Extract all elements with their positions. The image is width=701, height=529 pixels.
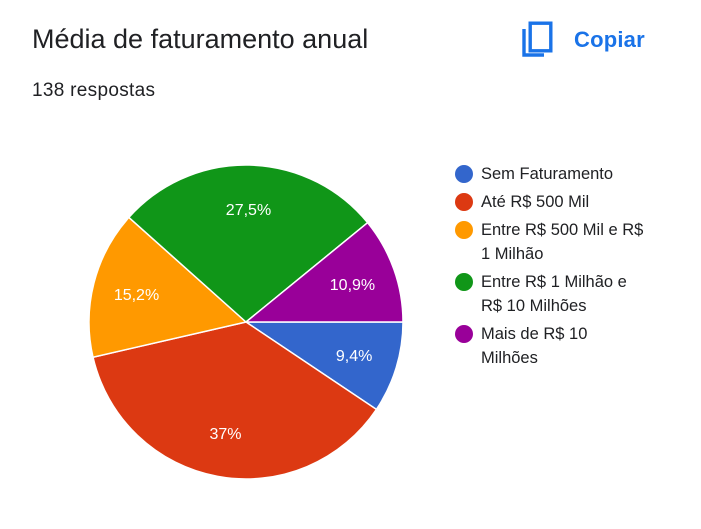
pie-slice (88, 216, 248, 359)
pie-slice (92, 321, 378, 480)
chart-legend: Sem Faturamento Até R$ 500 Mil Entre R$ 50… (455, 162, 695, 374)
legend-label: Milhões (481, 349, 538, 367)
pie-slice-label: 10,9% (330, 277, 375, 294)
pie-slices (88, 164, 404, 480)
legend-label: Entre R$ 1 Milhão e (481, 273, 627, 291)
pie-slice-label: 27,5% (226, 202, 271, 219)
pie-slice-label: 9,4% (336, 348, 372, 365)
legend-item: Sem Faturamento (455, 162, 695, 186)
pie-labels: 9,4% 37% 15,2% 27,5% 10,9% (114, 202, 375, 443)
legend-color-swatch (455, 165, 473, 183)
response-count: 138 respostas (32, 80, 156, 101)
pie-slice-label: 15,2% (114, 287, 159, 304)
legend-label: Sem Faturamento (481, 165, 614, 183)
legend-color-swatch (455, 221, 473, 239)
chart-title: Média de faturamento anual (32, 24, 369, 54)
copy-icon (520, 21, 554, 59)
copy-button-label: Copiar (574, 27, 645, 52)
pie-slice (243, 221, 404, 323)
legend-item: Mais de R$ 10 Milhões (455, 322, 695, 370)
legend-label: Até R$ 500 Mil (481, 193, 590, 211)
pie-slice (127, 164, 369, 323)
legend-label: Mais de R$ 10 (481, 325, 588, 343)
legend-item: Até R$ 500 Mil (455, 190, 695, 214)
pie-slice (243, 321, 404, 411)
legend-item: Entre R$ 1 Milhão e R$ 10 Milhões (455, 270, 695, 318)
legend-label: R$ 10 Milhões (481, 297, 587, 315)
legend-color-swatch (455, 325, 473, 343)
legend-item: Entre R$ 500 Mil e R$ 1 Milhão (455, 218, 695, 266)
legend-color-swatch (455, 273, 473, 291)
legend-label: Entre R$ 500 Mil e R$ (481, 221, 644, 239)
legend-color-swatch (455, 193, 473, 211)
legend-label: 1 Milhão (481, 245, 544, 263)
pie-slice-label: 37% (210, 426, 242, 443)
copy-button[interactable]: Copiar (520, 18, 645, 62)
